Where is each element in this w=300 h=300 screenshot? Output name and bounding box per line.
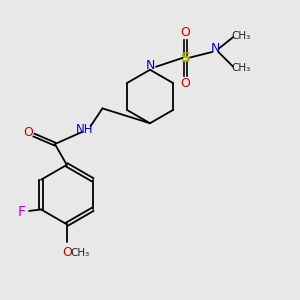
Text: N: N <box>145 59 155 72</box>
Text: CH₃: CH₃ <box>231 31 250 40</box>
Text: O: O <box>62 246 72 259</box>
Text: N: N <box>211 42 220 56</box>
Text: F: F <box>18 206 26 219</box>
Text: CH₃: CH₃ <box>231 63 250 73</box>
Text: O: O <box>181 26 190 39</box>
Text: NH: NH <box>76 123 93 136</box>
Text: CH₃: CH₃ <box>70 248 90 257</box>
Text: O: O <box>181 76 190 90</box>
Text: S: S <box>181 51 191 65</box>
Text: O: O <box>23 126 33 139</box>
